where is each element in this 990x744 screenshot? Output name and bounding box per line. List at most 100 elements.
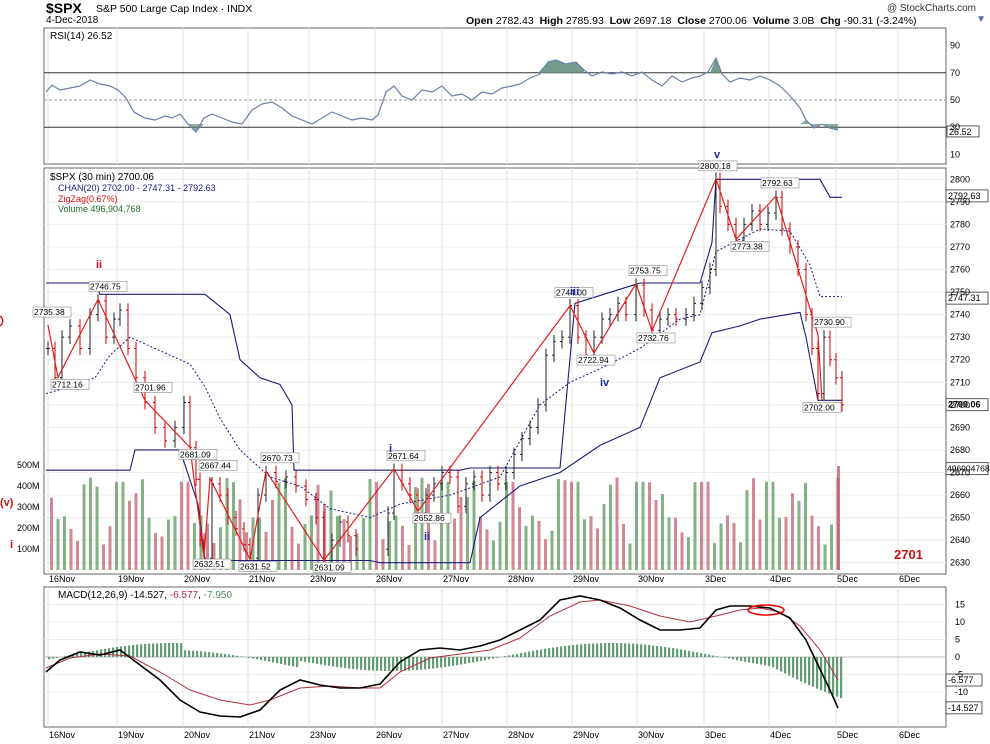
volume-bar — [56, 518, 60, 570]
chevron-down-icon[interactable]: ▼ — [976, 14, 986, 25]
macd-histogram-bar — [332, 657, 335, 667]
volume-bar — [401, 525, 404, 570]
macd-histogram-bar — [552, 647, 555, 657]
volume-bar — [180, 481, 183, 570]
macd-histogram-bar — [444, 657, 447, 668]
macd-histogram-bar — [672, 648, 675, 657]
volume-bar — [518, 507, 521, 570]
macd-histogram-bar — [212, 652, 215, 657]
x-tick-label: 28Nov — [508, 574, 535, 584]
low-label: Low — [609, 15, 631, 27]
macd-histogram-bar — [508, 655, 511, 657]
macd-histogram-bar — [700, 653, 703, 657]
zigzag-point-label: 2735.38 — [34, 307, 65, 317]
zigzag-point-label: 2722.94 — [578, 355, 609, 365]
volume-bar — [407, 544, 411, 570]
macd-histogram-bar — [572, 644, 575, 657]
macd-histogram-bar — [316, 657, 319, 664]
macd-histogram-bar — [612, 643, 615, 657]
volume-tick-label: 400M — [17, 481, 40, 491]
macd-histogram-bar — [800, 657, 803, 682]
zigzag-point-label: 2702.00 — [804, 402, 835, 412]
macd-histogram-bar — [716, 656, 719, 657]
volume-bar — [212, 543, 216, 570]
macd-tick-label: -10 — [955, 687, 968, 697]
macd-histogram-bar — [668, 647, 671, 657]
zigzag-point-box — [192, 558, 232, 570]
volume-bar — [758, 519, 762, 570]
x-tick-label: 16Nov — [49, 574, 76, 584]
volume-bar — [589, 516, 593, 570]
volume-bar — [134, 493, 138, 570]
price-value: 2700.06 — [948, 400, 981, 410]
zigzag-point-label: 2730.90 — [814, 317, 845, 327]
volume-bar — [433, 540, 437, 570]
chart-date: 4-Dec-2018 — [46, 15, 99, 26]
macd-histogram-bar — [324, 657, 327, 666]
macd-histogram-bar — [292, 657, 295, 667]
volume-bar — [368, 479, 372, 570]
macd-histogram-bar — [344, 657, 347, 669]
wave-label: (v) — [0, 497, 14, 509]
macd-histogram-bar — [484, 657, 487, 661]
channel-lower-line — [46, 311, 842, 564]
macd-legend-hist: -7.950 — [204, 590, 233, 601]
volume-bar — [355, 533, 359, 570]
macd-histogram-bar — [356, 657, 359, 670]
volume-bar — [596, 528, 599, 570]
macd-histogram-bar — [680, 649, 683, 657]
macd-tick-label: 10 — [955, 617, 965, 627]
close-value: 2700.06 — [708, 15, 747, 27]
volume-bar — [316, 484, 320, 570]
macd-histogram-bar — [488, 657, 491, 660]
macd-histogram-bar — [644, 644, 647, 657]
x-tick-label-bottom: 19Nov — [118, 730, 145, 740]
volume-value-box — [945, 462, 989, 476]
volume-bar — [329, 490, 333, 570]
zigzag-point-box — [198, 459, 238, 471]
volume-bar — [797, 500, 801, 570]
zigzag-point-label: 2631.52 — [240, 561, 271, 571]
volume-bar — [472, 480, 476, 570]
volume-bar — [362, 518, 365, 570]
exchange: INDX — [227, 3, 253, 15]
macd-histogram-bar — [616, 643, 619, 657]
macd-histogram-bar — [812, 657, 815, 687]
volume-bar — [648, 482, 651, 570]
macd-legend-name: MACD(12,26,9) — [58, 590, 127, 601]
rsi-tick-label: 50 — [950, 95, 960, 105]
rsi-tick-label: 70 — [950, 68, 960, 78]
macd-histogram-bar — [532, 650, 535, 657]
macd-histogram-bar — [712, 655, 715, 657]
macd-histogram-bar — [744, 657, 747, 662]
open-value: 2782.43 — [495, 15, 534, 27]
macd-histogram-bar — [740, 657, 743, 661]
volume-bar — [583, 519, 586, 570]
volume-label: Volume — [752, 15, 790, 27]
macd-histogram-bar — [236, 655, 239, 657]
volume-bar — [732, 522, 736, 570]
volume-value: 496904768 — [947, 464, 990, 474]
volume-bar — [342, 519, 346, 570]
zigzag-point-label: 2792.63 — [762, 178, 793, 188]
macd-histogram-bar — [428, 657, 431, 669]
volume-bar — [128, 500, 131, 570]
macd-histogram-bar — [808, 657, 811, 686]
volume-bar — [420, 477, 424, 570]
macd-histogram-bar — [580, 644, 583, 657]
volume-bar — [537, 520, 541, 570]
macd-histogram-bar — [432, 657, 435, 669]
macd-histogram-bar — [208, 652, 211, 657]
macd-histogram-bar — [264, 657, 267, 661]
volume-bar — [830, 524, 833, 570]
volume-bar — [108, 526, 112, 570]
volume-bar — [225, 478, 229, 570]
zigzag-point-box — [88, 281, 128, 292]
x-tick-label: 6Dec — [899, 574, 921, 584]
volume-bar — [199, 515, 203, 570]
macd-histogram-bar — [320, 657, 323, 665]
macd-histogram-bar — [384, 657, 387, 671]
macd-histogram-bar — [404, 657, 407, 671]
macd-histogram-bar — [128, 645, 131, 657]
